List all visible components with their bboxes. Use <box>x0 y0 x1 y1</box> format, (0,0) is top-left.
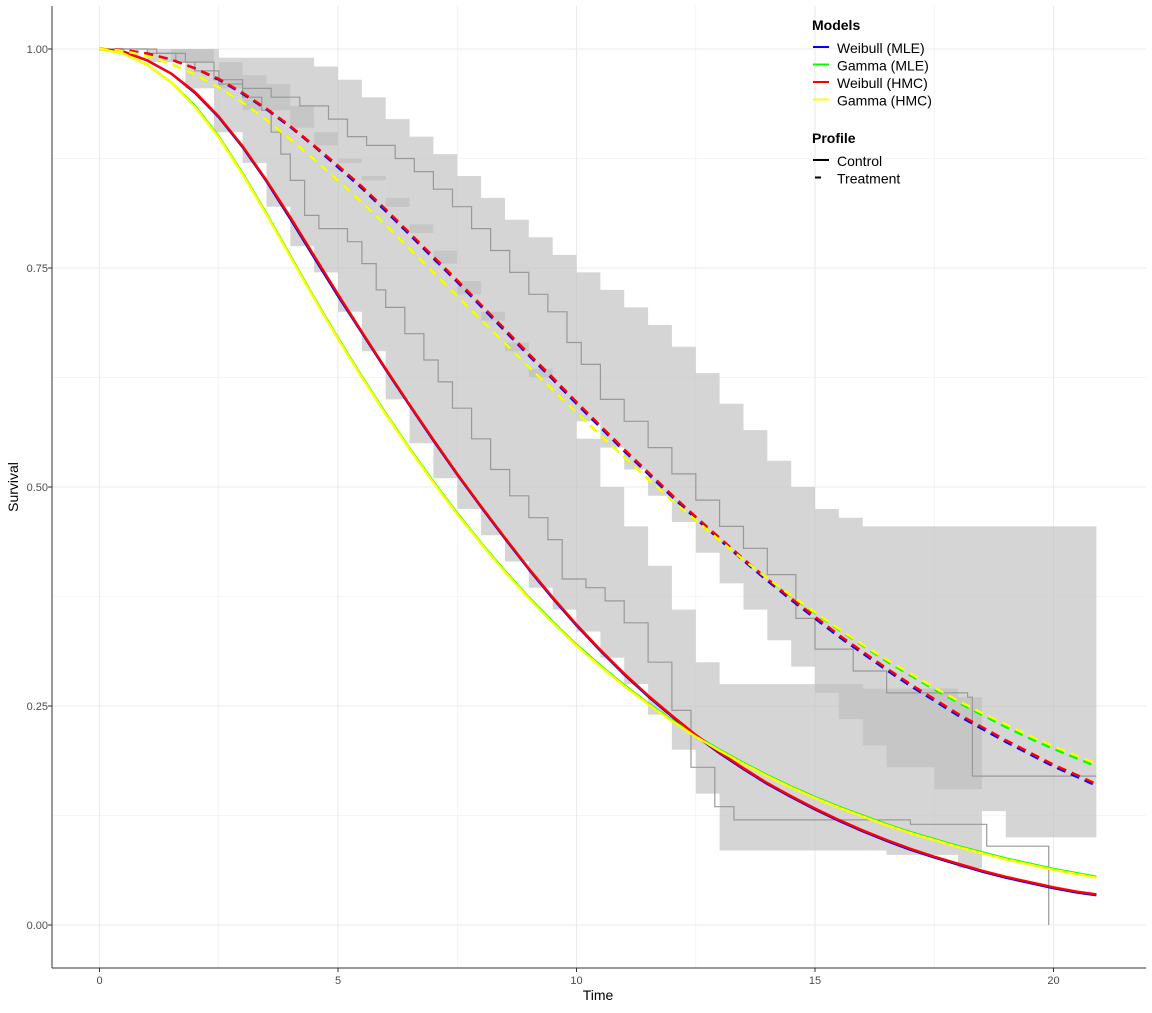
y-tick-label: 0.50 <box>27 482 48 494</box>
x-tick-label: 5 <box>335 975 341 987</box>
legend-label: Weibull (HMC) <box>837 75 928 91</box>
legend-profile-title: Profile <box>812 130 856 146</box>
legend-models-title: Models <box>812 17 860 33</box>
ci-band-control <box>99 49 982 895</box>
x-tick-label: 20 <box>1047 975 1059 987</box>
legend-label: Treatment <box>837 171 900 187</box>
legend-label: Weibull (MLE) <box>837 40 925 56</box>
series-line-gamma-hmc-treatment <box>99 47 1097 765</box>
y-tick-label: 0.25 <box>27 701 48 713</box>
km-curve-control <box>99 48 1050 925</box>
legend-label: Control <box>837 153 882 169</box>
y-axis-title: Survival <box>5 462 21 512</box>
model-curves <box>99 47 1097 897</box>
series-line-weibull-hmc-control <box>99 47 1097 896</box>
x-tick-label: 15 <box>809 975 821 987</box>
legend-profiles: Control Treatment <box>813 153 900 187</box>
x-tick-label: 10 <box>570 975 582 987</box>
legend: Models Weibull (MLE) Gamma (MLE)Weibull (… <box>812 17 932 187</box>
y-tick-label: 1.00 <box>27 44 48 56</box>
legend-models: Weibull (MLE) Gamma (MLE)Weibull (HMC) Gam… <box>813 40 932 109</box>
x-axis-title: Time <box>583 987 614 1003</box>
ci-band-treatment <box>99 49 1097 851</box>
km-curve-treatment <box>99 48 1097 777</box>
y-tick-label: 0.00 <box>27 920 48 932</box>
tick-labels: 0 5 10 15 20 0.00 0.25 0.50 0.75 1.00 <box>27 44 1060 987</box>
y-tick-label: 0.75 <box>27 263 48 275</box>
series-line-gamma-hmc-control <box>99 47 1097 879</box>
kaplan-meier-curves <box>99 48 1097 925</box>
legend-label: Gamma (HMC) <box>837 93 932 109</box>
legend-label: Gamma (MLE) <box>837 58 929 74</box>
series-line-weibull-hmc-treatment <box>99 47 1097 786</box>
confidence-bands <box>99 49 1097 895</box>
x-tick-label: 0 <box>96 975 102 987</box>
